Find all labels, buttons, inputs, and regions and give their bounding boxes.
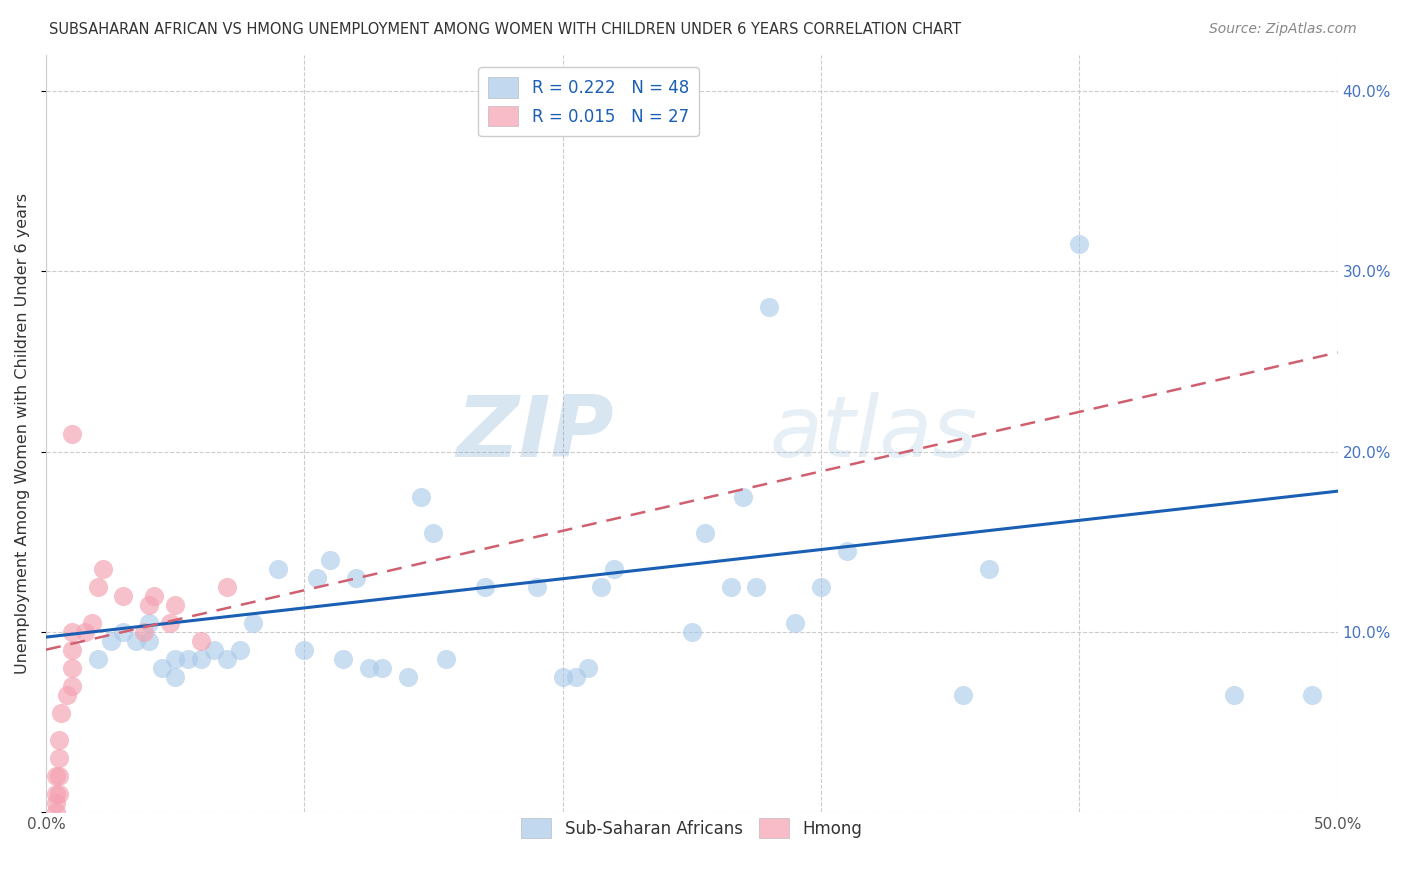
Point	[681, 624, 703, 639]
Point	[177, 651, 200, 665]
Point	[242, 615, 264, 630]
Point	[138, 598, 160, 612]
Point	[125, 633, 148, 648]
Point	[60, 426, 83, 441]
Point	[143, 589, 166, 603]
Point	[165, 651, 187, 665]
Point	[82, 615, 104, 630]
Point	[396, 670, 419, 684]
Text: Source: ZipAtlas.com: Source: ZipAtlas.com	[1209, 22, 1357, 37]
Point	[55, 688, 77, 702]
Point	[952, 688, 974, 702]
Point	[86, 580, 108, 594]
Point	[100, 633, 122, 648]
Point	[215, 651, 238, 665]
Point	[138, 633, 160, 648]
Point	[422, 525, 444, 540]
Point	[745, 580, 768, 594]
Point	[165, 598, 187, 612]
Point	[810, 580, 832, 594]
Point	[758, 301, 780, 315]
Point	[165, 670, 187, 684]
Point	[357, 661, 380, 675]
Point	[409, 490, 432, 504]
Point	[564, 670, 586, 684]
Point	[215, 580, 238, 594]
Point	[720, 580, 742, 594]
Point	[159, 615, 181, 630]
Point	[48, 751, 70, 765]
Legend: Sub-Saharan Africans, Hmong: Sub-Saharan Africans, Hmong	[515, 812, 869, 845]
Point	[91, 561, 114, 575]
Point	[551, 670, 574, 684]
Point	[371, 661, 394, 675]
Point	[73, 624, 96, 639]
Point	[138, 615, 160, 630]
Point	[112, 624, 135, 639]
Point	[332, 651, 354, 665]
Point	[526, 580, 548, 594]
Point	[1301, 688, 1323, 702]
Point	[307, 571, 329, 585]
Point	[434, 651, 457, 665]
Point	[190, 633, 212, 648]
Point	[785, 615, 807, 630]
Point	[1069, 237, 1091, 252]
Point	[603, 561, 626, 575]
Point	[48, 787, 70, 801]
Point	[60, 642, 83, 657]
Point	[134, 624, 156, 639]
Point	[578, 661, 600, 675]
Point	[267, 561, 290, 575]
Point	[60, 624, 83, 639]
Point	[48, 769, 70, 783]
Point	[60, 661, 83, 675]
Point	[202, 642, 225, 657]
Point	[319, 552, 342, 566]
Point	[51, 706, 73, 720]
Point	[150, 661, 173, 675]
Point	[344, 571, 367, 585]
Point	[86, 651, 108, 665]
Point	[733, 490, 755, 504]
Text: ZIP: ZIP	[457, 392, 614, 475]
Point	[45, 805, 67, 819]
Point	[835, 543, 858, 558]
Point	[45, 796, 67, 810]
Text: atlas: atlas	[769, 392, 977, 475]
Point	[693, 525, 716, 540]
Point	[45, 769, 67, 783]
Point	[1223, 688, 1246, 702]
Point	[190, 651, 212, 665]
Text: SUBSAHARAN AFRICAN VS HMONG UNEMPLOYMENT AMONG WOMEN WITH CHILDREN UNDER 6 YEARS: SUBSAHARAN AFRICAN VS HMONG UNEMPLOYMENT…	[49, 22, 962, 37]
Point	[977, 561, 1000, 575]
Point	[48, 732, 70, 747]
Point	[228, 642, 250, 657]
Point	[474, 580, 496, 594]
Point	[292, 642, 315, 657]
Y-axis label: Unemployment Among Women with Children Under 6 years: Unemployment Among Women with Children U…	[15, 193, 30, 674]
Point	[45, 787, 67, 801]
Point	[60, 679, 83, 693]
Point	[112, 589, 135, 603]
Point	[591, 580, 613, 594]
